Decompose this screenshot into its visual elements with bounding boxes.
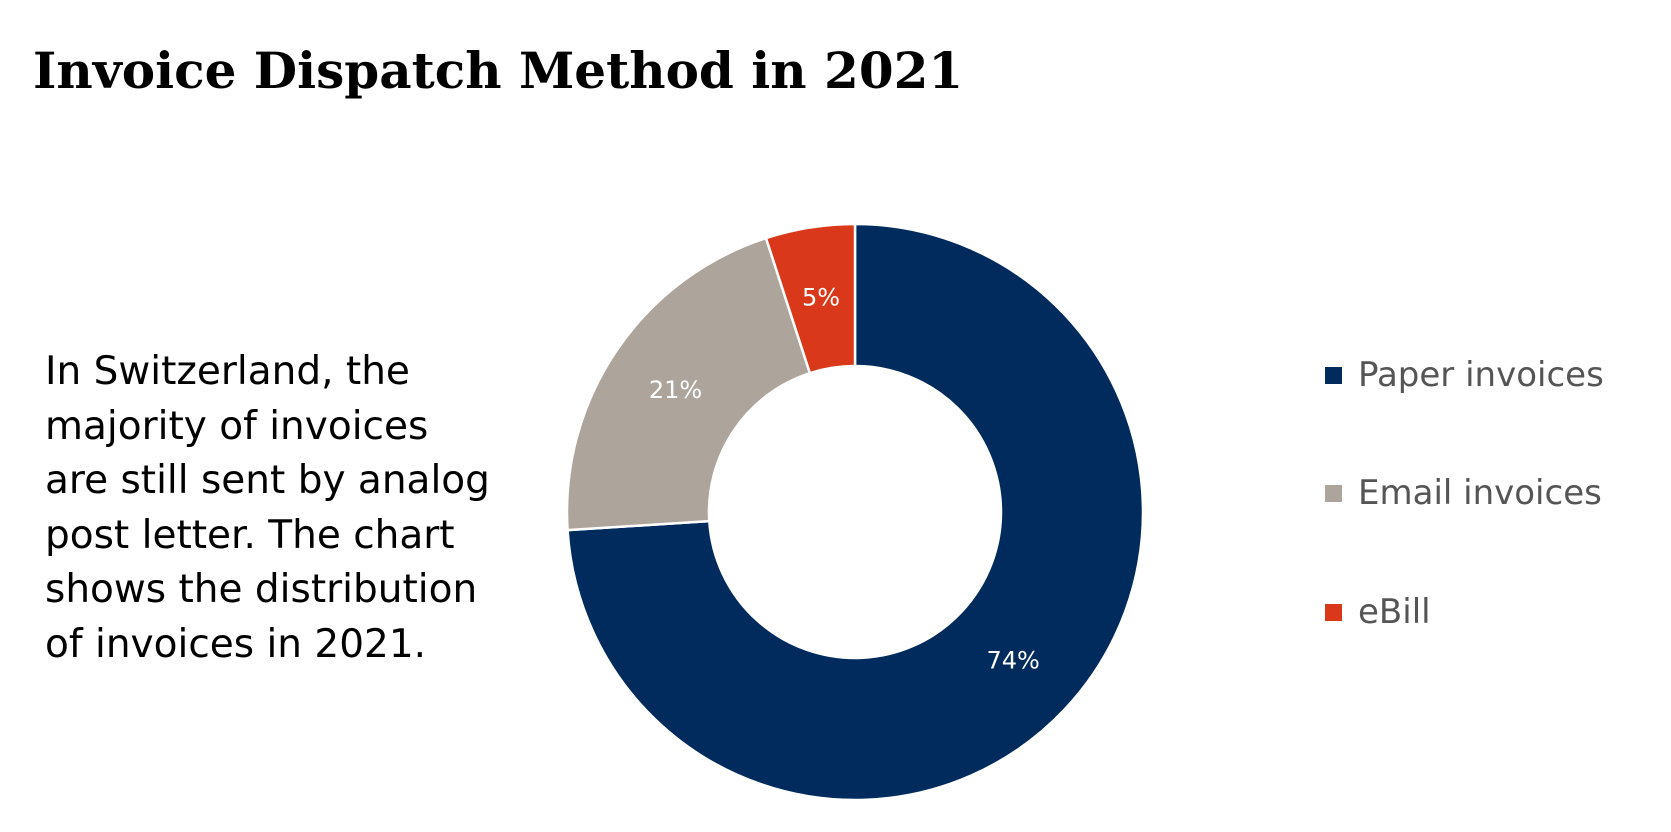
data-label-paper-invoices: 74% bbox=[987, 647, 1040, 675]
legend-label-email-invoices: Email invoices bbox=[1358, 473, 1602, 513]
legend-label-ebill: eBill bbox=[1358, 592, 1431, 632]
legend-label-paper-invoices: Paper invoices bbox=[1358, 355, 1604, 395]
page-title: Invoice Dispatch Method in 2021 bbox=[33, 41, 964, 100]
description-text: In Switzerland, the majority of invoices… bbox=[45, 345, 555, 672]
slice-ebill bbox=[764, 222, 857, 375]
slice-email-invoices bbox=[565, 236, 812, 532]
data-label-ebill: 5% bbox=[802, 284, 840, 312]
description-line: are still sent by analog bbox=[45, 458, 490, 503]
donut-slices bbox=[565, 222, 1145, 802]
description-line: In Switzerland, the bbox=[45, 349, 410, 394]
description-line: majority of invoices bbox=[45, 403, 429, 449]
slice-paper-invoices bbox=[566, 222, 1145, 802]
legend-swatch-paper-invoices bbox=[1325, 367, 1342, 384]
description-line: of invoices in 2021. bbox=[45, 621, 427, 667]
legend-swatch-email-invoices bbox=[1325, 485, 1342, 502]
description-line: shows the distribution bbox=[45, 567, 478, 612]
description-line: post letter. The chart bbox=[45, 512, 455, 558]
legend-swatch-ebill bbox=[1325, 604, 1342, 621]
data-label-email-invoices: 21% bbox=[649, 376, 702, 404]
donut-data-labels: 74% 21% 5% bbox=[649, 284, 1040, 675]
